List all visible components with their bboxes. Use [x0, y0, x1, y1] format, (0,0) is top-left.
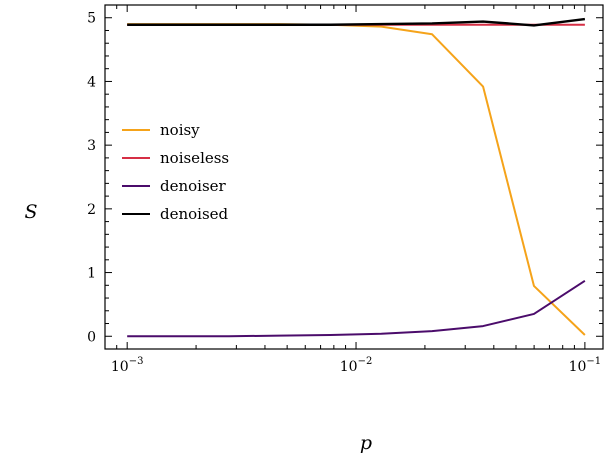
x-tick-label-exponent: −2 [358, 356, 373, 367]
x-tick-label-exponent: −1 [586, 356, 601, 367]
x-axis-label: p [360, 432, 372, 454]
x-tick-label: 10−2 [340, 356, 373, 375]
x-tick-label-base: 10 [569, 359, 587, 375]
plot-area-frame [104, 4, 604, 350]
legend-label-noiseless: noiseless [160, 149, 229, 167]
x-tick-label-exponent: −3 [129, 356, 144, 367]
y-tick-label: 1 [87, 266, 96, 282]
x-tick-label-base: 10 [111, 359, 129, 375]
legend-label-denoiser: denoiser [160, 177, 227, 195]
series-line-denoised [127, 17, 586, 27]
legend: noisy noiseless denoiser denoised [122, 121, 229, 223]
y-tick-label: 3 [87, 138, 96, 154]
y-tick-label: 4 [87, 74, 96, 90]
x-tick-label: 10−1 [569, 356, 602, 375]
y-tick-label: 5 [87, 11, 96, 27]
x-tick-label-base: 10 [340, 359, 358, 375]
y-tick-label: 2 [87, 202, 96, 218]
series-layer [127, 17, 586, 338]
y-axis-label: S [24, 201, 37, 223]
legend-label-denoised: denoised [160, 205, 229, 223]
legend-label-noisy: noisy [160, 121, 200, 139]
y-tick-label: 0 [87, 329, 96, 345]
series-line-denoiser [127, 280, 586, 338]
x-tick-label: 10−3 [111, 356, 144, 375]
